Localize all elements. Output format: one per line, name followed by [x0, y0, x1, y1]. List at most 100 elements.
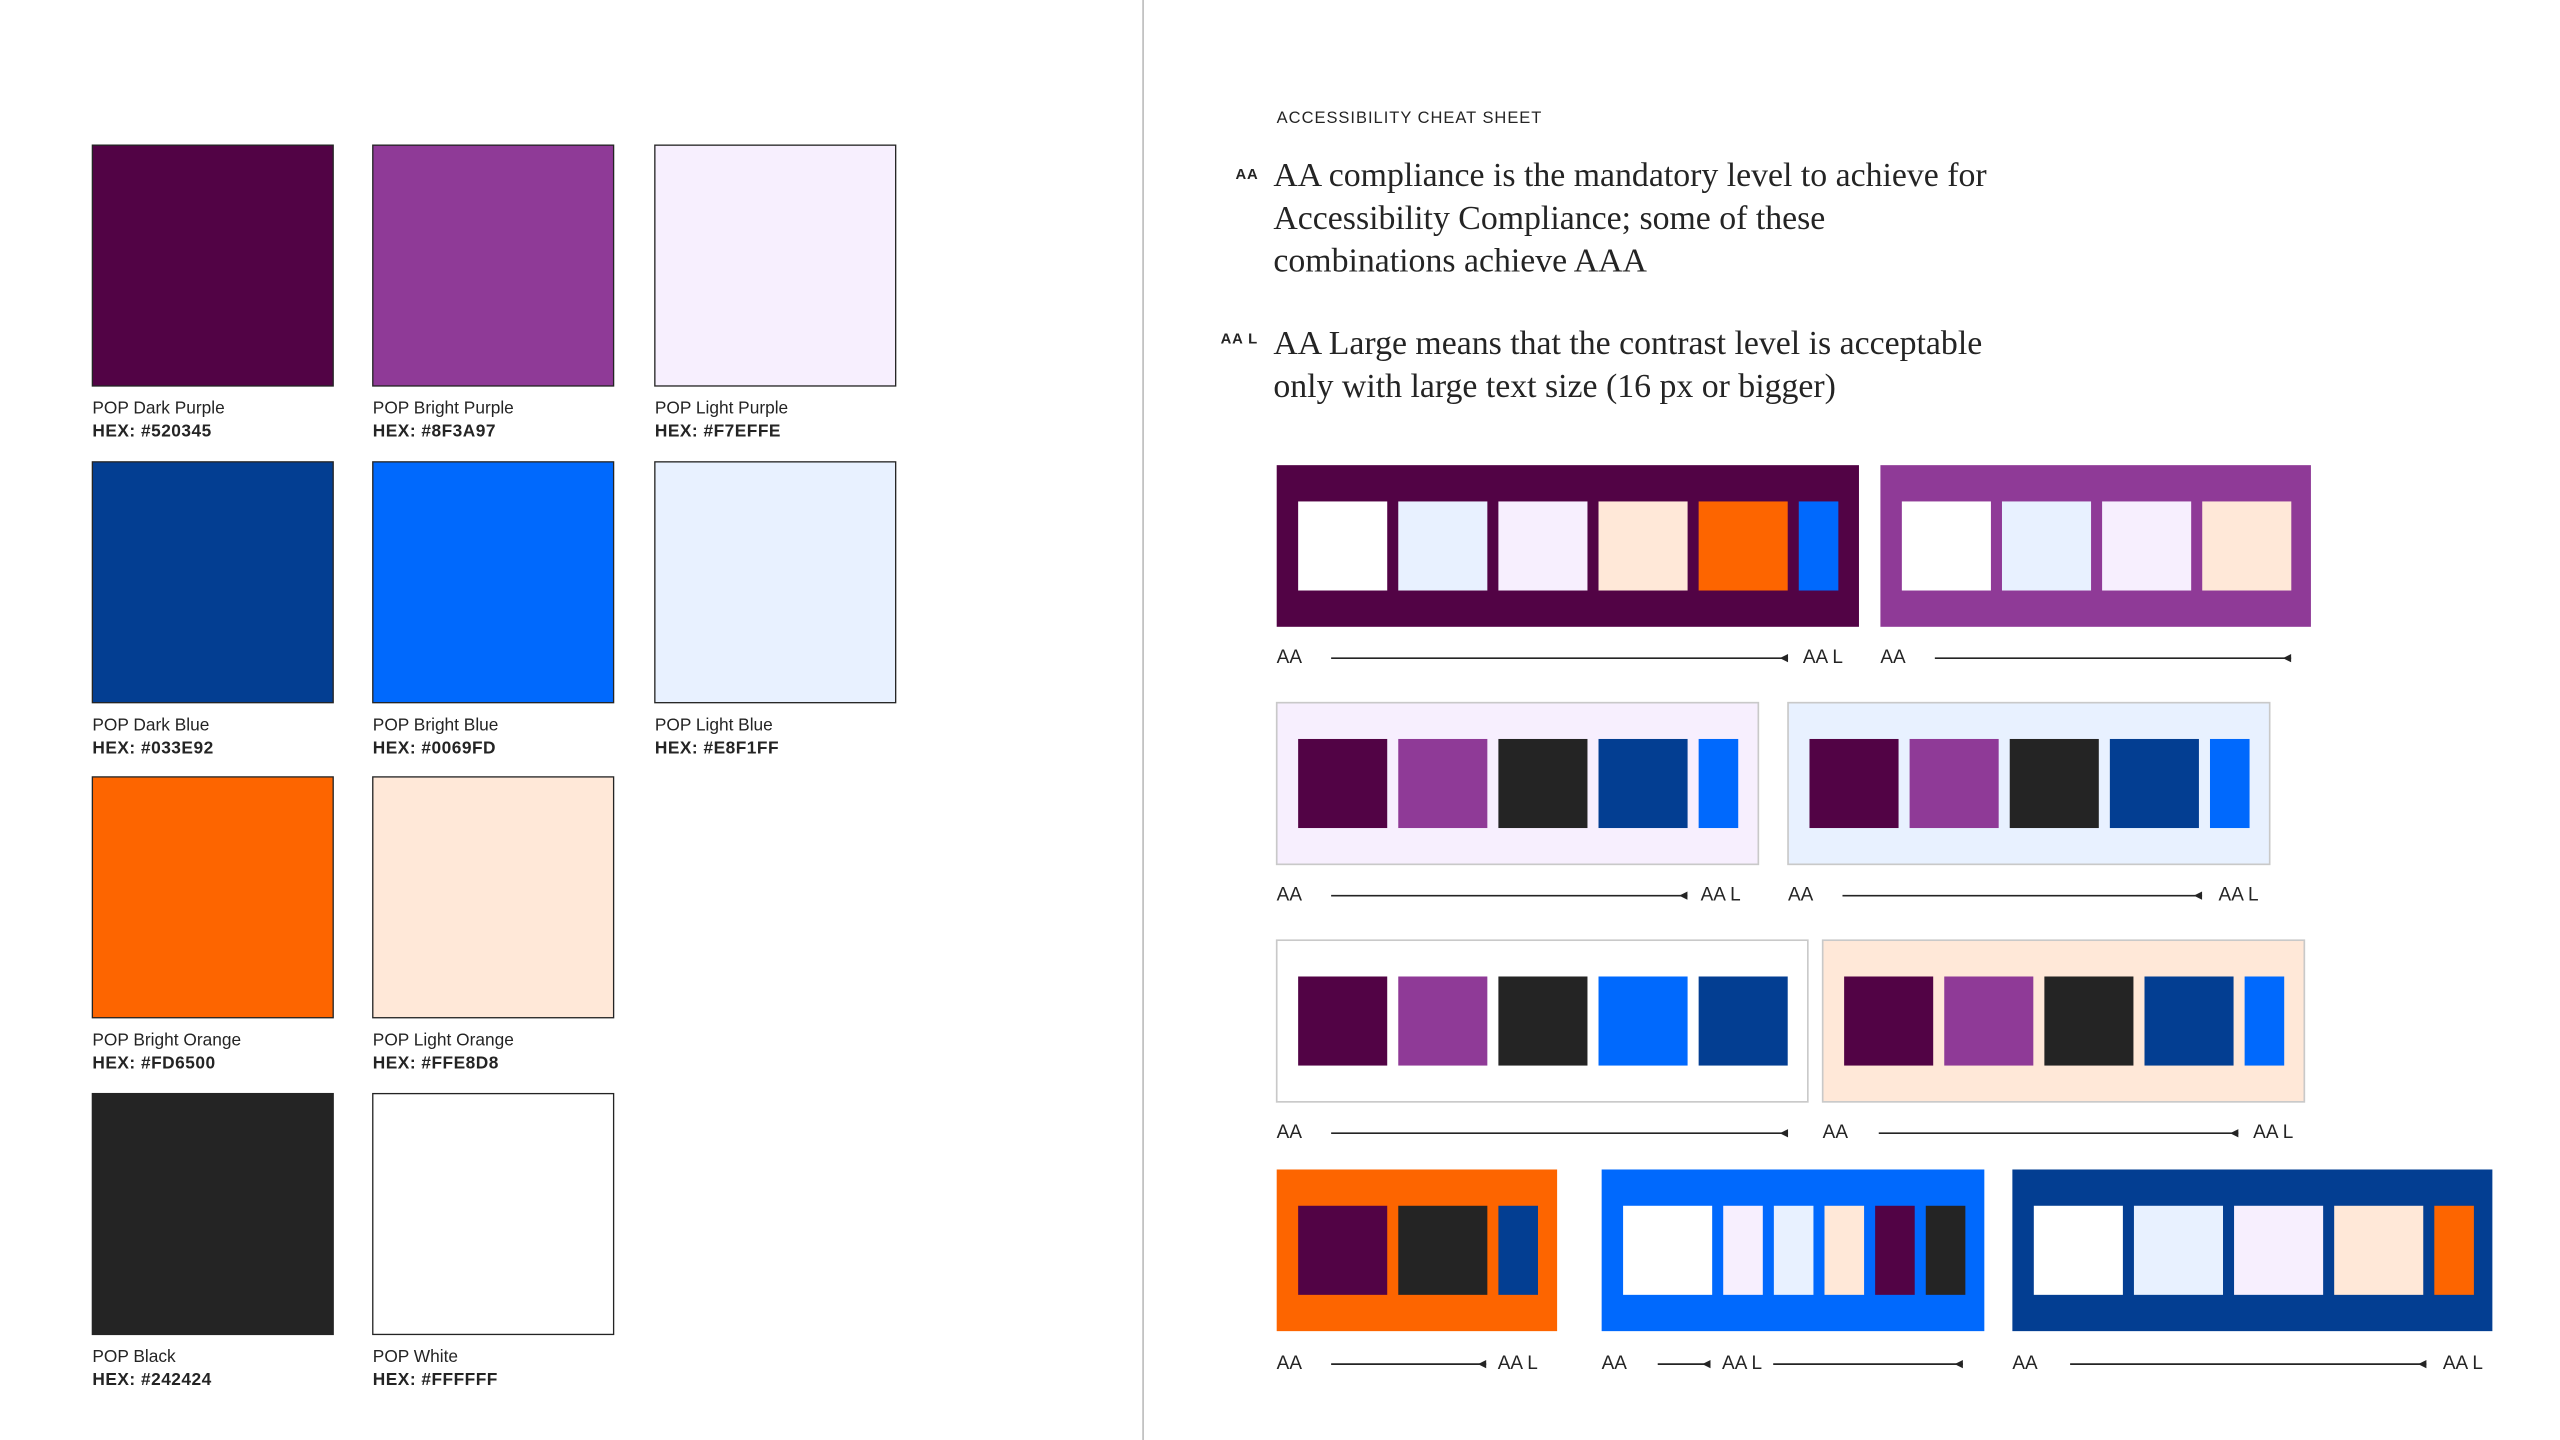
color-swatch [372, 776, 615, 1019]
combination-swatch [2234, 1205, 2324, 1295]
color-swatch [654, 461, 897, 704]
combination-swatch [1498, 976, 1588, 1066]
color-swatch [372, 461, 615, 704]
combination-swatch [2434, 1205, 2474, 1295]
contrast-label: AA L [2443, 1353, 2483, 1374]
contrast-label: AA L [2253, 1122, 2293, 1143]
combination-swatch [2109, 738, 2199, 829]
swatch-name: POP Dark Purple [92, 398, 224, 418]
color-swatch [91, 461, 334, 704]
section-heading: ACCESSIBILITY CHEAT SHEET [1277, 109, 1543, 127]
swatch-hex: HEX: #033E92 [92, 737, 213, 757]
combination-swatch [2133, 1205, 2224, 1295]
combination-swatch [2244, 976, 2285, 1066]
rule-arrow [2282, 654, 2292, 663]
color-swatch [91, 144, 334, 387]
combination-swatch [1909, 738, 1999, 829]
combination-swatch [2334, 1205, 2424, 1295]
combination-swatch [2209, 738, 2250, 829]
combination-swatch [1398, 976, 1488, 1066]
combination-swatch [2144, 976, 2234, 1066]
rule-arrow [1779, 1129, 1789, 1138]
swatch-hex: HEX: #520345 [92, 421, 211, 441]
note-badge: AA L [1221, 332, 1258, 348]
contrast-label: AA [1277, 647, 1303, 668]
color-swatch [91, 776, 334, 1019]
swatch-name: POP White [373, 1346, 458, 1366]
note-text: Accessibility Compliance; some of these [1273, 200, 1825, 237]
swatch-hex: HEX: #8F3A97 [373, 421, 496, 441]
combination-swatch [1698, 738, 1739, 829]
swatch-name: POP Bright Purple [373, 398, 514, 418]
swatch-name: POP Bright Blue [373, 714, 499, 734]
combination-swatch [2033, 1205, 2123, 1295]
combination-swatch [1809, 738, 1899, 829]
swatch-hex: HEX: #F7EFFE [655, 421, 781, 441]
swatch-name: POP Light Orange [373, 1029, 514, 1049]
combination-swatch [1773, 1205, 1814, 1295]
combination-swatch [1498, 738, 1588, 829]
combination-swatch [1598, 738, 1688, 829]
combination-swatch [1398, 738, 1488, 829]
color-swatch [372, 1092, 615, 1336]
color-swatch [372, 144, 615, 387]
rule-arrow [2193, 891, 2203, 900]
combination-swatch [1925, 1205, 1966, 1295]
contrast-label: AA [1880, 647, 1906, 668]
combination-swatch [2102, 501, 2192, 591]
rule-arrow [1702, 1360, 1711, 1369]
combination-swatch [1398, 501, 1488, 591]
swatch-name: POP Bright Orange [92, 1029, 241, 1049]
combination-swatch [1844, 976, 1934, 1066]
note-text: AA Large means that the contrast level i… [1273, 325, 1982, 362]
contrast-label: AA [1277, 1122, 1303, 1143]
rule-arrow [1954, 1360, 1963, 1369]
rule-arrow [1779, 654, 1789, 663]
combination-swatch [1698, 976, 1788, 1066]
swatch-hex: HEX: #E8F1FF [655, 737, 779, 757]
swatch-name: POP Dark Blue [92, 714, 209, 734]
combination-swatch [2202, 501, 2292, 591]
rule-arrow [2230, 1129, 2239, 1138]
combination-swatch [1623, 1205, 1713, 1295]
combination-swatch [1598, 976, 1688, 1066]
swatch-hex: HEX: #242424 [92, 1369, 211, 1389]
combination-swatch [1598, 501, 1688, 591]
swatch-hex: HEX: #FFFFFF [373, 1369, 498, 1389]
combination-swatch [1498, 501, 1588, 591]
combination-swatch [1798, 501, 1839, 591]
rule-arrow [2418, 1360, 2427, 1369]
combination-swatch [1901, 501, 1991, 591]
contrast-label: AA [1823, 1122, 1849, 1143]
note-text: only with large text size (16 px or bigg… [1273, 368, 1836, 405]
contrast-label: AA L [1722, 1353, 1762, 1374]
swatch-name: POP Light Blue [655, 714, 773, 734]
combination-swatch [1698, 501, 1788, 591]
swatch-hex: HEX: #FFE8D8 [373, 1052, 499, 1072]
color-swatch [654, 144, 897, 387]
combination-swatch [1298, 501, 1388, 591]
combination-swatch [1298, 738, 1388, 829]
combination-swatch [1498, 1205, 1538, 1295]
swatch-hex: HEX: #FD6500 [92, 1052, 215, 1072]
swatch-hex: HEX: #0069FD [373, 737, 496, 757]
combination-swatch [1944, 976, 2034, 1066]
combination-swatch [1398, 1205, 1488, 1295]
note-text: combinations achieve AAA [1273, 243, 1647, 280]
combination-swatch [1723, 1205, 1763, 1295]
combination-swatch [2044, 976, 2134, 1066]
combination-swatch [2009, 738, 2099, 829]
contrast-label: AA [1602, 1353, 1628, 1374]
swatch-name: POP Black [92, 1346, 176, 1366]
combination-swatch [1875, 1205, 1915, 1295]
note-badge: AA [1235, 167, 1258, 183]
combination-swatch [1824, 1205, 1865, 1295]
combination-swatch [2001, 501, 2092, 591]
contrast-label: AA L [1701, 885, 1741, 906]
contrast-label: AA [1788, 885, 1814, 906]
rule-arrow [1679, 891, 1688, 900]
contrast-label: AA [1277, 885, 1303, 906]
note-text: AA compliance is the mandatory level to … [1273, 157, 1986, 194]
